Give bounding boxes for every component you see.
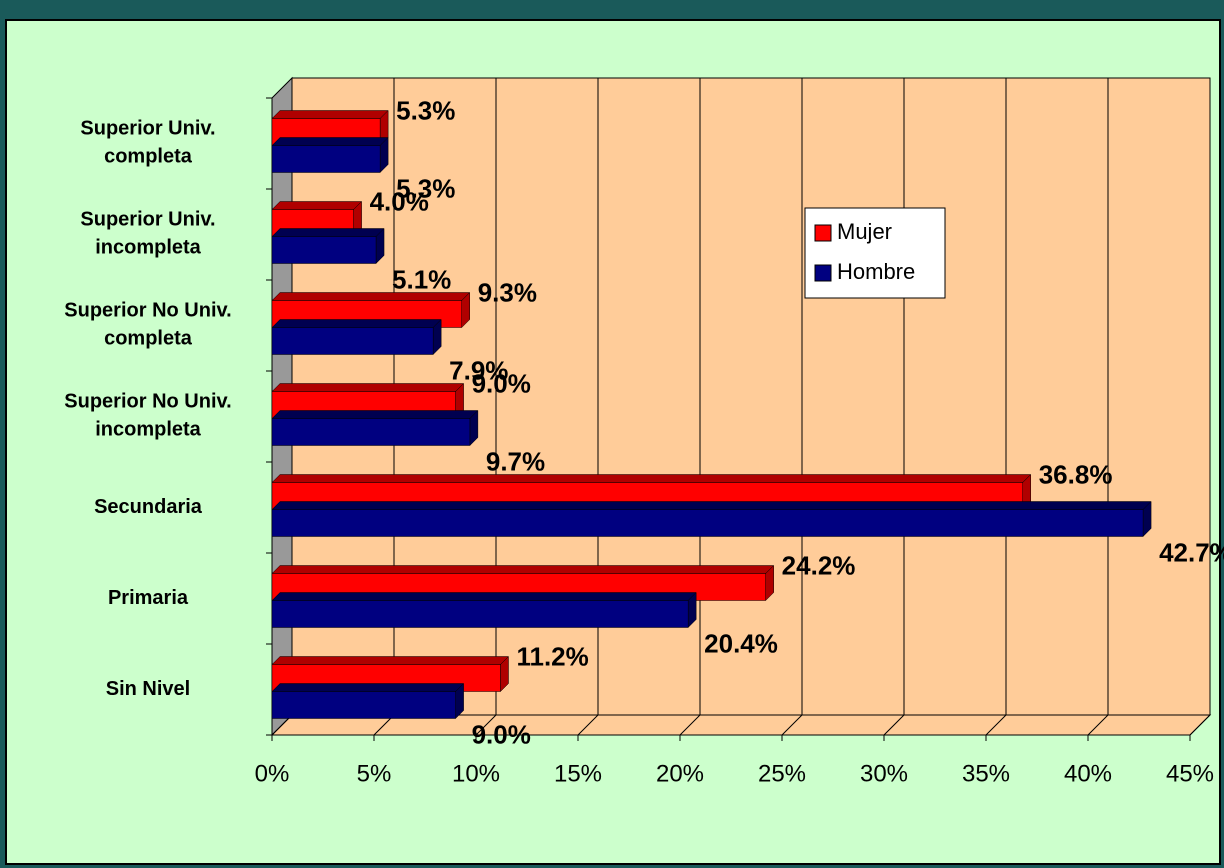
bar-top xyxy=(271,319,442,328)
data-label: 9.7% xyxy=(486,446,545,476)
data-label: 9.3% xyxy=(478,277,537,307)
grid-line xyxy=(985,714,1007,736)
bar-top xyxy=(271,683,465,692)
grid-line xyxy=(679,714,701,736)
x-tick-label: 30% xyxy=(860,760,908,787)
bar-top xyxy=(271,656,510,665)
data-label: 5.3% xyxy=(396,173,455,203)
y-tick-label: Sin Nivel xyxy=(106,678,190,700)
grid-line xyxy=(781,714,803,736)
legend-swatch xyxy=(814,224,832,242)
y-tick-label: Superior No Univ. completa xyxy=(64,300,231,350)
grid-line xyxy=(577,714,599,736)
x-tick-label: 40% xyxy=(1064,760,1112,787)
bar-top xyxy=(271,501,1152,510)
bar xyxy=(271,418,471,446)
bar xyxy=(271,327,434,355)
bar xyxy=(271,691,456,719)
bar-top xyxy=(271,110,389,119)
bar-top xyxy=(271,410,479,419)
bar-top xyxy=(271,137,389,146)
x-tick-label: 10% xyxy=(452,760,500,787)
legend-swatch xyxy=(814,264,832,282)
data-label: 20.4% xyxy=(704,628,778,658)
data-label: 9.0% xyxy=(472,368,531,398)
legend xyxy=(804,207,946,299)
y-tick-label: Primaria xyxy=(108,587,189,609)
grid-line xyxy=(883,714,905,736)
data-label: 36.8% xyxy=(1039,459,1113,489)
x-tick-label: 15% xyxy=(554,760,602,787)
data-label: 4.0% xyxy=(370,186,429,216)
bar-top xyxy=(271,592,697,601)
bar-top xyxy=(271,565,775,574)
legend-label: Hombre xyxy=(837,259,915,284)
x-tick-label: 35% xyxy=(962,760,1010,787)
bar-top xyxy=(271,383,465,392)
grid-line xyxy=(1087,714,1109,736)
x-tick-label: 5% xyxy=(357,760,392,787)
grid-line xyxy=(1189,714,1211,736)
bar-top xyxy=(271,474,1032,483)
data-label: 5.1% xyxy=(392,264,451,294)
bar xyxy=(271,509,1144,537)
data-label: 24.2% xyxy=(782,550,856,580)
y-tick-label: Superior Univ. incompleta xyxy=(80,209,215,259)
x-tick-label: 25% xyxy=(758,760,806,787)
bar xyxy=(271,600,689,628)
bar xyxy=(271,145,381,173)
grid-line xyxy=(475,714,497,736)
data-label: 11.2% xyxy=(516,641,588,671)
bar-top xyxy=(271,228,385,237)
x-tick-label: 20% xyxy=(656,760,704,787)
legend-label: Mujer xyxy=(837,219,892,244)
y-tick-label: Superior Univ. completa xyxy=(80,118,215,168)
y-tick-label: Secundaria xyxy=(94,496,203,518)
x-tick-label: 45% xyxy=(1166,760,1214,787)
bar xyxy=(271,236,377,264)
data-label: 9.0% xyxy=(472,719,531,749)
data-label: 5.3% xyxy=(396,95,455,125)
x-tick-label: 0% xyxy=(255,760,290,787)
data-label: 42.7% xyxy=(1159,537,1224,567)
data-label: 7.9% xyxy=(449,355,508,385)
bar-top xyxy=(271,201,363,210)
y-tick-label: Superior No Univ. incompleta xyxy=(64,391,231,441)
